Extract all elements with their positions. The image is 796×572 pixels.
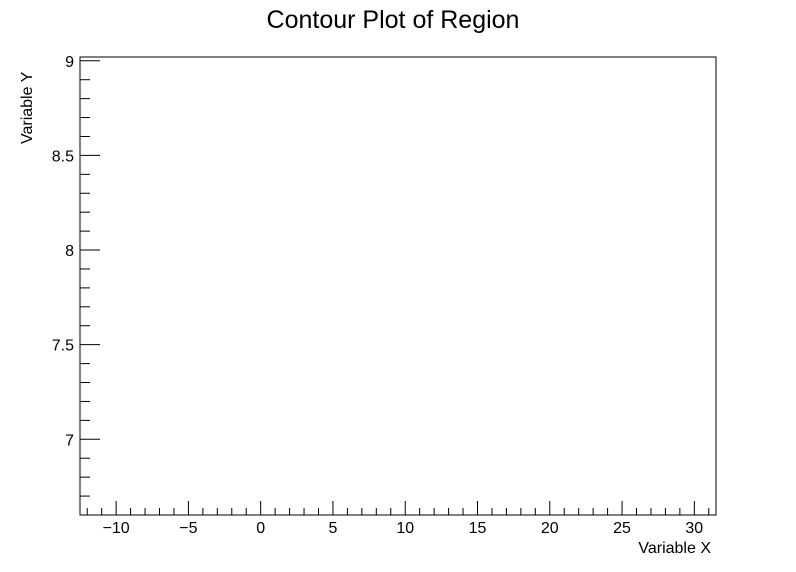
chart-title: Contour Plot of Region <box>267 6 520 34</box>
x-tick-label: 10 <box>396 520 414 537</box>
y-tick-label: 7 <box>65 432 74 449</box>
x-axis-tick-labels: −10 −5 0 5 10 15 20 25 30 <box>103 520 704 537</box>
y-axis-ticks <box>80 60 100 516</box>
x-tick-label: 0 <box>256 520 265 537</box>
y-tick-label: 7.5 <box>52 338 74 355</box>
y-axis-label: Variable Y <box>19 71 36 144</box>
y-tick-label: 9 <box>65 54 74 71</box>
x-tick-label: −5 <box>179 520 197 537</box>
x-axis-label: Variable X <box>638 540 711 557</box>
y-axis-tick-labels: 7 7.5 8 8.5 9 <box>52 54 74 450</box>
x-tick-label: 30 <box>685 520 703 537</box>
x-axis-ticks <box>86 501 710 515</box>
y-tick-label: 8.5 <box>52 148 74 165</box>
x-tick-label: 20 <box>541 520 559 537</box>
y-tick-label: 8 <box>65 243 74 260</box>
x-tick-label: 5 <box>329 520 338 537</box>
x-tick-label: 25 <box>613 520 631 537</box>
plot-frame <box>79 56 717 516</box>
x-tick-label: −10 <box>103 520 130 537</box>
x-tick-label: 15 <box>469 520 487 537</box>
